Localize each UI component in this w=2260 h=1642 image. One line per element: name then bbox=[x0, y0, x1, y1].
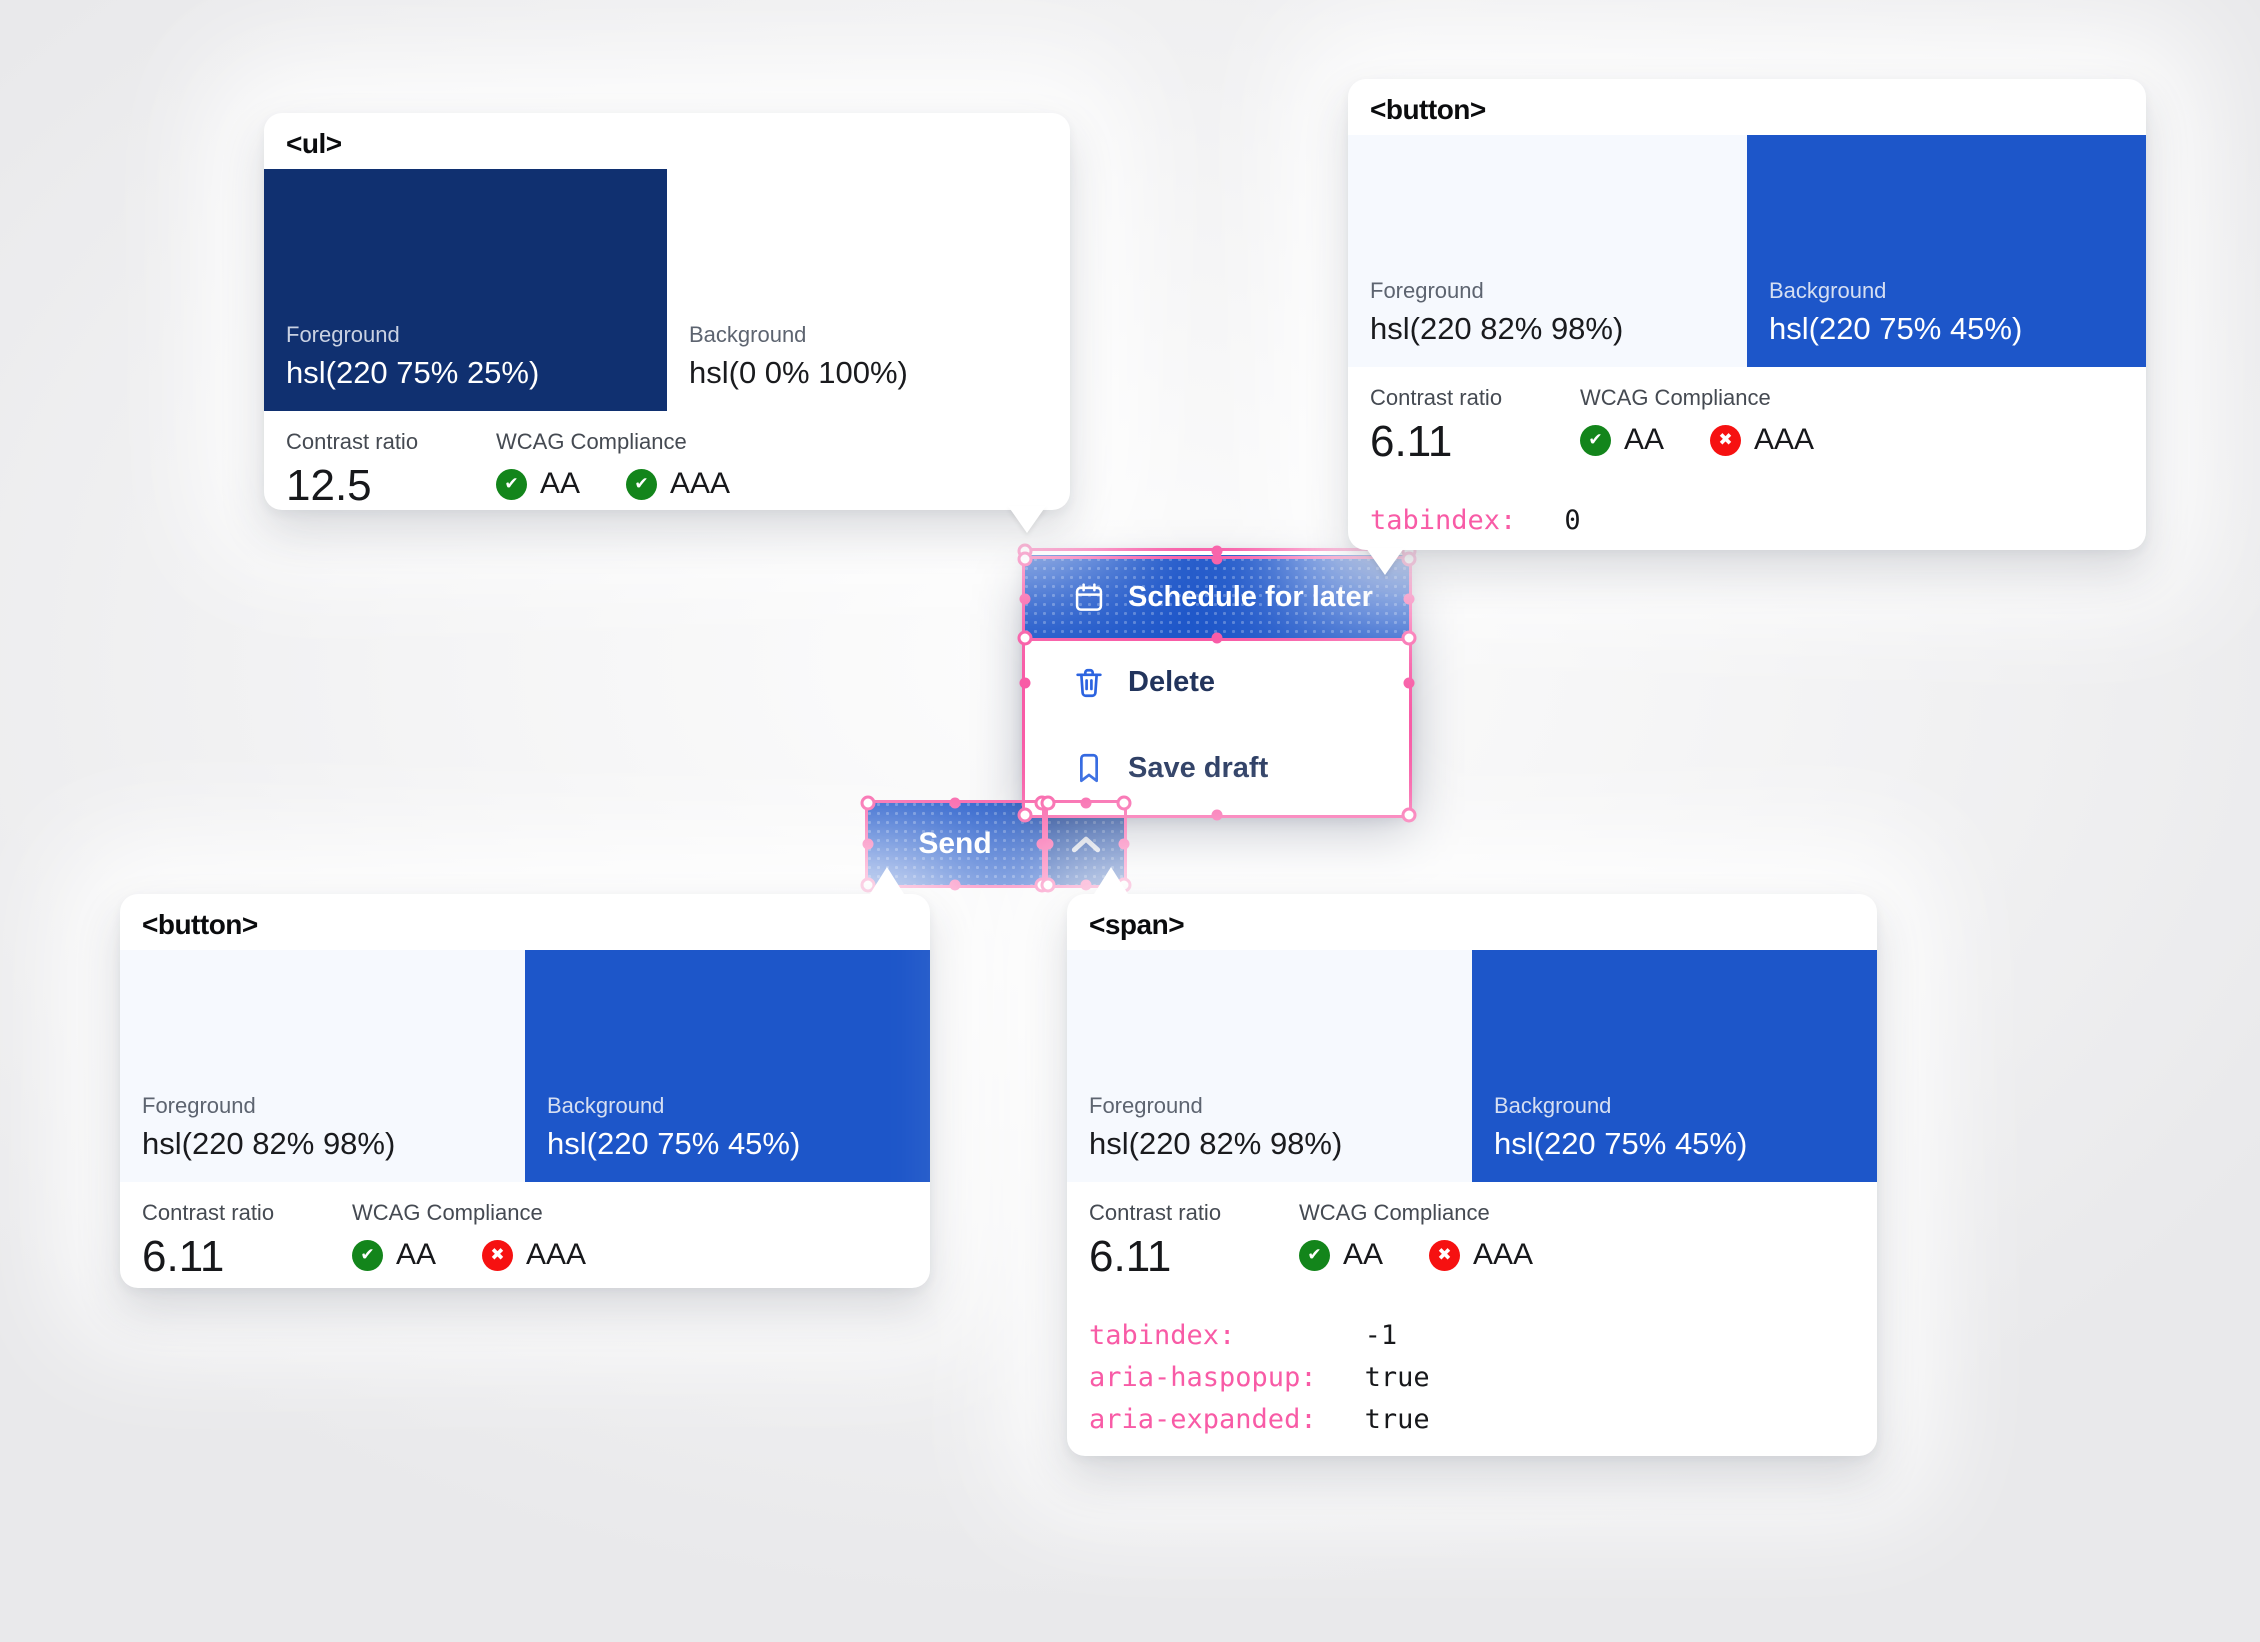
wcag-compliance-label: WCAG Compliance bbox=[1299, 1200, 1490, 1225]
contrast-ratio-label: Contrast ratio bbox=[142, 1200, 275, 1225]
background-value: hsl(220 75% 45%) bbox=[1494, 1126, 1748, 1161]
aa-status-icon: ✔ bbox=[1580, 424, 1611, 456]
color-swatches: Foreground hsl(220 82% 98%) Background h… bbox=[1348, 135, 2146, 367]
attr-name: aria-expanded: bbox=[1089, 1404, 1317, 1435]
attr-name: tabindex: bbox=[1370, 505, 1517, 536]
contrast-ratio-value: 6.11 bbox=[1089, 1232, 1172, 1281]
menu-item-label: Save draft bbox=[1128, 751, 1269, 784]
menu-item-delete[interactable]: Delete bbox=[1022, 640, 1412, 725]
attr-value: -1 bbox=[1364, 1320, 1398, 1351]
attr-value: 0 bbox=[1564, 505, 1581, 536]
background-swatch: Background hsl(220 75% 45%) bbox=[1472, 950, 1877, 1182]
background-value: hsl(220 75% 45%) bbox=[1769, 311, 2023, 346]
foreground-label: Foreground bbox=[286, 322, 400, 347]
color-swatches: Foreground hsl(220 82% 98%) Background h… bbox=[120, 950, 930, 1182]
aa-label: AA bbox=[396, 1238, 437, 1271]
foreground-value: hsl(220 82% 98%) bbox=[1370, 311, 1624, 346]
tooltip-card-button-top: <button> Foreground hsl(220 82% 98%) Bac… bbox=[1348, 79, 2146, 550]
background-swatch: Background hsl(0 0% 100%) bbox=[667, 169, 1070, 411]
dropdown-menu: Schedule for later Delete Save draft bbox=[1022, 548, 1412, 818]
wcag-compliance-label: WCAG Compliance bbox=[496, 429, 687, 454]
element-tag: <button> bbox=[1370, 94, 1486, 125]
aa-status-icon: ✔ bbox=[352, 1239, 383, 1271]
contrast-metrics: Contrast ratio 6.11 WCAG Compliance ✔ AA… bbox=[1348, 367, 2146, 468]
aa-label: AA bbox=[1624, 423, 1665, 456]
aa-status-icon: ✔ bbox=[496, 468, 527, 500]
color-swatches: Foreground hsl(220 75% 25%) Background h… bbox=[264, 169, 1070, 411]
foreground-value: hsl(220 82% 98%) bbox=[1089, 1126, 1343, 1161]
aaa-label: AAA bbox=[670, 467, 731, 500]
element-tag: <button> bbox=[142, 909, 258, 940]
contrast-metrics: Contrast ratio 6.11 WCAG Compliance ✔ AA… bbox=[1067, 1182, 1877, 1283]
aa-label: AA bbox=[540, 467, 581, 500]
foreground-swatch: Foreground hsl(220 82% 98%) bbox=[1348, 135, 1747, 367]
contrast-ratio-label: Contrast ratio bbox=[286, 429, 419, 454]
background-label: Background bbox=[547, 1093, 665, 1118]
tooltip-tail-ul bbox=[1008, 506, 1046, 533]
foreground-swatch: Foreground hsl(220 75% 25%) bbox=[264, 169, 667, 411]
background-label: Background bbox=[1769, 278, 1887, 303]
tooltip-tail-span bbox=[1094, 867, 1128, 894]
menu-item-save-draft[interactable]: Save draft bbox=[1022, 726, 1412, 811]
menu-item-schedule-for-later[interactable]: Schedule for later bbox=[1022, 555, 1412, 641]
contrast-ratio-label: Contrast ratio bbox=[1370, 385, 1503, 410]
aria-attributes: tabindex: -1 aria-haspopup: true aria-ex… bbox=[1067, 1283, 1877, 1437]
aaa-status-icon: ✖ bbox=[1710, 424, 1742, 456]
background-value: hsl(220 75% 45%) bbox=[547, 1126, 801, 1161]
aaa-status-icon: ✖ bbox=[482, 1239, 514, 1271]
background-swatch: Background hsl(220 75% 45%) bbox=[1747, 135, 2146, 367]
tooltip-tail-button-top bbox=[1366, 548, 1404, 575]
menu-item-label: Delete bbox=[1128, 666, 1216, 699]
foreground-label: Foreground bbox=[1370, 278, 1484, 303]
tooltip-card-ul: <ul> Foreground hsl(220 75% 25%) Backgro… bbox=[264, 113, 1070, 510]
contrast-ratio-value: 6.11 bbox=[1370, 417, 1453, 466]
background-swatch: Background hsl(220 75% 45%) bbox=[525, 950, 930, 1182]
contrast-metrics: Contrast ratio 12.5 WCAG Compliance ✔ AA… bbox=[264, 411, 1070, 510]
foreground-label: Foreground bbox=[142, 1093, 256, 1118]
element-tag: <span> bbox=[1089, 909, 1185, 940]
chevron-up-icon bbox=[1071, 836, 1101, 853]
foreground-swatch: Foreground hsl(220 82% 98%) bbox=[120, 950, 525, 1182]
contrast-ratio-value: 6.11 bbox=[142, 1232, 225, 1281]
element-tag: <ul> bbox=[286, 128, 342, 159]
foreground-swatch: Foreground hsl(220 82% 98%) bbox=[1067, 950, 1472, 1182]
wcag-compliance-label: WCAG Compliance bbox=[1580, 385, 1771, 410]
foreground-value: hsl(220 75% 25%) bbox=[286, 355, 540, 390]
trash-icon bbox=[1072, 666, 1106, 700]
aaa-label: AAA bbox=[526, 1238, 587, 1271]
tooltip-card-button-bottom: <button> Foreground hsl(220 82% 98%) Bac… bbox=[120, 894, 930, 1288]
foreground-label: Foreground bbox=[1089, 1093, 1203, 1118]
aaa-status-icon: ✔ bbox=[626, 468, 658, 500]
send-button-label: Send bbox=[918, 827, 992, 860]
background-value: hsl(0 0% 100%) bbox=[689, 355, 908, 390]
calendar-icon bbox=[1072, 581, 1106, 615]
background-label: Background bbox=[689, 322, 807, 347]
aaa-label: AAA bbox=[1473, 1238, 1534, 1271]
contrast-ratio-value: 12.5 bbox=[286, 461, 372, 510]
attr-value: true bbox=[1364, 1362, 1430, 1393]
color-swatches: Foreground hsl(220 82% 98%) Background h… bbox=[1067, 950, 1877, 1182]
bookmark-icon bbox=[1072, 751, 1106, 785]
wcag-compliance-label: WCAG Compliance bbox=[352, 1200, 543, 1225]
menu-item-label: Schedule for later bbox=[1128, 581, 1373, 614]
attr-name: tabindex: bbox=[1089, 1320, 1236, 1351]
aria-attributes: tabindex: 0 bbox=[1348, 468, 2146, 538]
aaa-label: AAA bbox=[1754, 423, 1815, 456]
contrast-ratio-label: Contrast ratio bbox=[1089, 1200, 1222, 1225]
aaa-status-icon: ✖ bbox=[1429, 1239, 1461, 1271]
background-label: Background bbox=[1494, 1093, 1612, 1118]
attr-name: aria-haspopup: bbox=[1089, 1362, 1317, 1393]
attr-value: true bbox=[1364, 1404, 1430, 1435]
aa-label: AA bbox=[1343, 1238, 1384, 1271]
tooltip-card-span: <span> Foreground hsl(220 82% 98%) Backg… bbox=[1067, 894, 1877, 1456]
contrast-metrics: Contrast ratio 6.11 WCAG Compliance ✔ AA… bbox=[120, 1182, 930, 1283]
aa-status-icon: ✔ bbox=[1299, 1239, 1330, 1271]
tooltip-tail-button-bottom bbox=[870, 867, 904, 894]
foreground-value: hsl(220 82% 98%) bbox=[142, 1126, 396, 1161]
